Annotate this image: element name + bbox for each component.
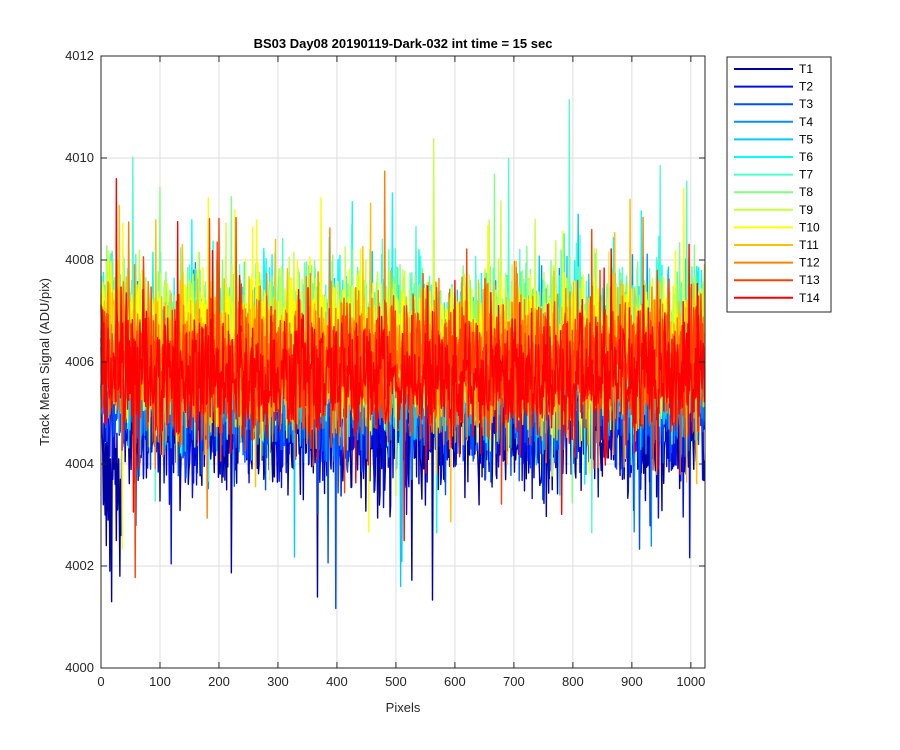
legend-label: T9 xyxy=(799,203,813,217)
y-axis-ticks: 4000 4002 4004 4006 4008 4010 4012 xyxy=(65,48,705,675)
legend-label: T4 xyxy=(799,115,813,129)
legend-label: T14 xyxy=(799,291,820,305)
legend-label: T10 xyxy=(799,220,820,234)
x-tick-label: 100 xyxy=(149,674,171,689)
x-tick-label: 600 xyxy=(444,674,466,689)
legend-label: T2 xyxy=(799,80,813,94)
y-tick-label: 4010 xyxy=(65,150,94,165)
series-group xyxy=(100,99,706,610)
legend: T1 T2 T3 T4 T5 T6 T7 T8 T9 T10 T11 T12 T13 T14 xyxy=(726,56,832,313)
y-tick-label: 4002 xyxy=(65,558,94,573)
plot-area: 0 100 200 300 400 500 600 700 800 900 1000 4000400… xyxy=(65,48,706,689)
x-axis-ticks: 0 100 200 300 400 500 600 700 800 900 1000 xyxy=(97,56,705,689)
y-tick-label: 4012 xyxy=(65,48,94,63)
x-tick-label: 1000 xyxy=(676,674,705,689)
legend-label: T13 xyxy=(799,273,820,287)
legend-label: T6 xyxy=(799,150,813,164)
y-tick-label: 4000 xyxy=(65,660,94,675)
legend-box xyxy=(726,56,832,313)
x-tick-label: 500 xyxy=(385,674,407,689)
x-tick-label: 400 xyxy=(326,674,348,689)
x-tick-label: 200 xyxy=(208,674,230,689)
y-tick-label: 4008 xyxy=(65,252,94,267)
x-tick-label: 300 xyxy=(267,674,289,689)
x-tick-label: 0 xyxy=(97,674,104,689)
legend-label: T12 xyxy=(799,256,820,270)
y-axis-label: Track Mean Signal (ADU/pix) xyxy=(37,278,52,446)
y-tick-label: 4006 xyxy=(65,354,94,369)
chart-title: BS03 Day08 20190119-Dark-032 int time = … xyxy=(254,36,553,51)
legend-label: T5 xyxy=(799,132,813,146)
series-line-t14 xyxy=(100,178,706,542)
x-axis-label: Pixels xyxy=(386,700,421,715)
x-tick-label: 900 xyxy=(621,674,643,689)
legend-label: T11 xyxy=(799,238,819,252)
y-tick-label: 4004 xyxy=(65,456,94,471)
x-tick-label: 700 xyxy=(503,674,525,689)
legend-label: T1 xyxy=(799,62,813,76)
legend-label: T7 xyxy=(799,168,813,182)
x-tick-label: 800 xyxy=(562,674,584,689)
legend-label: T8 xyxy=(799,185,813,199)
legend-label: T3 xyxy=(799,97,813,111)
